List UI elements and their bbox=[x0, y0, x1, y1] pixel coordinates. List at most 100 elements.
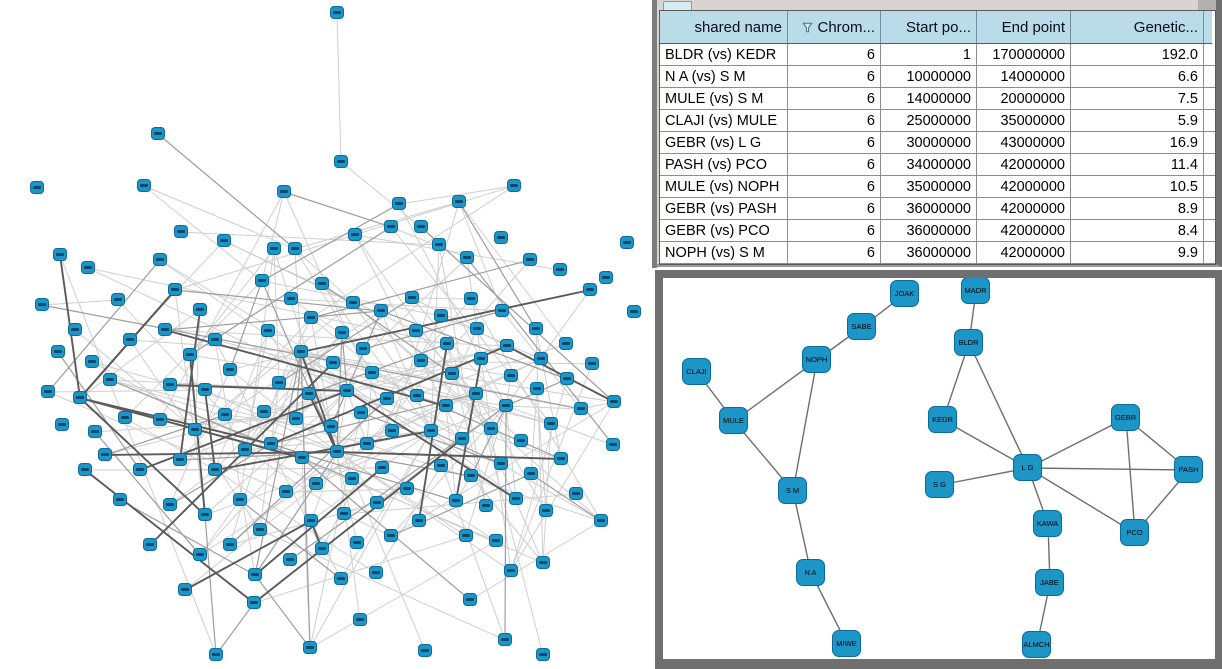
network-node[interactable] bbox=[288, 242, 302, 255]
table-row[interactable]: PASH (vs) PCO 6 34000000 42000000 11.4 bbox=[660, 154, 1215, 176]
network-node[interactable] bbox=[51, 345, 65, 358]
network-node[interactable] bbox=[524, 467, 538, 480]
network-node[interactable] bbox=[469, 387, 483, 400]
network-node[interactable] bbox=[369, 566, 383, 579]
network-node[interactable] bbox=[267, 242, 281, 255]
network-node[interactable] bbox=[445, 367, 459, 380]
network-node[interactable] bbox=[315, 542, 329, 555]
network-node[interactable] bbox=[439, 399, 453, 412]
network-node[interactable] bbox=[334, 572, 348, 585]
network-node[interactable] bbox=[111, 293, 125, 306]
network-node[interactable] bbox=[289, 412, 303, 425]
network-node[interactable] bbox=[504, 564, 518, 577]
network-node[interactable] bbox=[158, 323, 172, 336]
network-node[interactable] bbox=[440, 337, 454, 350]
network-node[interactable] bbox=[599, 271, 613, 284]
network-node[interactable] bbox=[163, 378, 177, 391]
network-node[interactable] bbox=[536, 648, 550, 661]
network-node[interactable] bbox=[498, 633, 512, 646]
subnetwork-node-s-g[interactable]: S G bbox=[925, 471, 954, 498]
network-node[interactable] bbox=[284, 292, 298, 305]
network-node[interactable] bbox=[529, 322, 543, 335]
network-node[interactable] bbox=[384, 220, 398, 233]
network-node[interactable] bbox=[560, 372, 574, 385]
network-node[interactable] bbox=[304, 311, 318, 324]
network-node[interactable] bbox=[495, 304, 509, 317]
network-node[interactable] bbox=[41, 385, 55, 398]
network-node[interactable] bbox=[374, 304, 388, 317]
network-node[interactable] bbox=[279, 485, 293, 498]
table-row[interactable]: GEBR (vs) PASH 6 36000000 42000000 8.9 bbox=[660, 198, 1215, 220]
subnetwork-node-claji[interactable]: CLAJI bbox=[682, 358, 711, 385]
network-node[interactable] bbox=[494, 231, 508, 244]
network-node[interactable] bbox=[585, 357, 599, 370]
subnetwork-node-miwe[interactable]: MIWE bbox=[832, 630, 861, 657]
table-tab[interactable] bbox=[663, 1, 692, 10]
network-node[interactable] bbox=[354, 406, 368, 419]
subnetwork-node-sabe[interactable]: SABE bbox=[847, 313, 876, 340]
network-node[interactable] bbox=[193, 548, 207, 561]
network-node[interactable] bbox=[223, 538, 237, 551]
network-node[interactable] bbox=[460, 251, 474, 264]
network-node[interactable] bbox=[514, 434, 528, 447]
column-header-end-point[interactable]: End point bbox=[977, 11, 1071, 44]
network-node[interactable] bbox=[418, 644, 432, 657]
network-node[interactable] bbox=[507, 179, 521, 192]
network-node[interactable] bbox=[385, 424, 399, 437]
subnetwork-node-almch[interactable]: ALMCH bbox=[1022, 631, 1051, 658]
network-node[interactable] bbox=[113, 493, 127, 506]
network-node[interactable] bbox=[340, 384, 354, 397]
network-node[interactable] bbox=[559, 337, 573, 350]
network-node[interactable] bbox=[30, 181, 44, 194]
network-node[interactable] bbox=[539, 504, 553, 517]
network-node[interactable] bbox=[345, 472, 359, 485]
network-node[interactable] bbox=[449, 494, 463, 507]
network-node[interactable] bbox=[410, 389, 424, 402]
subnetwork-node-n-a[interactable]: N A bbox=[796, 559, 825, 586]
table-row[interactable]: N A (vs) S M 6 10000000 14000000 6.6 bbox=[660, 66, 1215, 88]
network-node[interactable] bbox=[277, 185, 291, 198]
network-node[interactable] bbox=[123, 333, 137, 346]
network-node[interactable] bbox=[151, 127, 165, 140]
network-node[interactable] bbox=[356, 342, 370, 355]
network-node[interactable] bbox=[350, 536, 364, 549]
network-node[interactable] bbox=[78, 463, 92, 476]
network-node[interactable] bbox=[499, 399, 513, 412]
network-node[interactable] bbox=[353, 613, 367, 626]
filter-icon[interactable] bbox=[802, 22, 814, 33]
network-node[interactable] bbox=[137, 179, 151, 192]
network-node[interactable] bbox=[55, 418, 69, 431]
network-node[interactable] bbox=[208, 333, 222, 346]
network-node[interactable] bbox=[365, 366, 379, 379]
network-node[interactable] bbox=[470, 322, 484, 335]
subnetwork-view[interactable]: JOAK SABE NOPH CLAJI MULE S M N A MIWE MADR BLDR K… bbox=[663, 278, 1215, 659]
network-node[interactable] bbox=[53, 248, 67, 261]
network-node[interactable] bbox=[272, 376, 286, 389]
network-node[interactable] bbox=[414, 220, 428, 233]
network-node[interactable] bbox=[173, 453, 187, 466]
network-node[interactable] bbox=[500, 339, 514, 352]
network-node[interactable] bbox=[174, 225, 188, 238]
column-header-chrom[interactable]: Chrom... bbox=[788, 11, 881, 44]
subnetwork-node-kedr[interactable]: KEDR bbox=[928, 406, 957, 433]
network-node[interactable] bbox=[133, 463, 147, 476]
network-node[interactable] bbox=[504, 369, 518, 382]
network-node[interactable] bbox=[198, 383, 212, 396]
network-node[interactable] bbox=[554, 452, 568, 465]
network-node[interactable] bbox=[283, 553, 297, 566]
network-node[interactable] bbox=[594, 514, 608, 527]
network-node[interactable] bbox=[315, 277, 329, 290]
network-node[interactable] bbox=[384, 529, 398, 542]
network-node[interactable] bbox=[198, 508, 212, 521]
network-node[interactable] bbox=[569, 487, 583, 500]
network-node[interactable] bbox=[302, 387, 316, 400]
network-node[interactable] bbox=[168, 283, 182, 296]
subnetwork-node-mule[interactable]: MULE bbox=[719, 407, 748, 434]
column-header-start-po[interactable]: Start po... bbox=[881, 11, 977, 44]
network-node[interactable] bbox=[238, 443, 252, 456]
network-node[interactable] bbox=[464, 469, 478, 482]
subnetwork-node-kawa[interactable]: KAWA bbox=[1033, 510, 1062, 537]
network-node[interactable] bbox=[335, 326, 349, 339]
subnetwork-node-gebr[interactable]: GEBR bbox=[1111, 404, 1140, 431]
network-node[interactable] bbox=[143, 538, 157, 551]
